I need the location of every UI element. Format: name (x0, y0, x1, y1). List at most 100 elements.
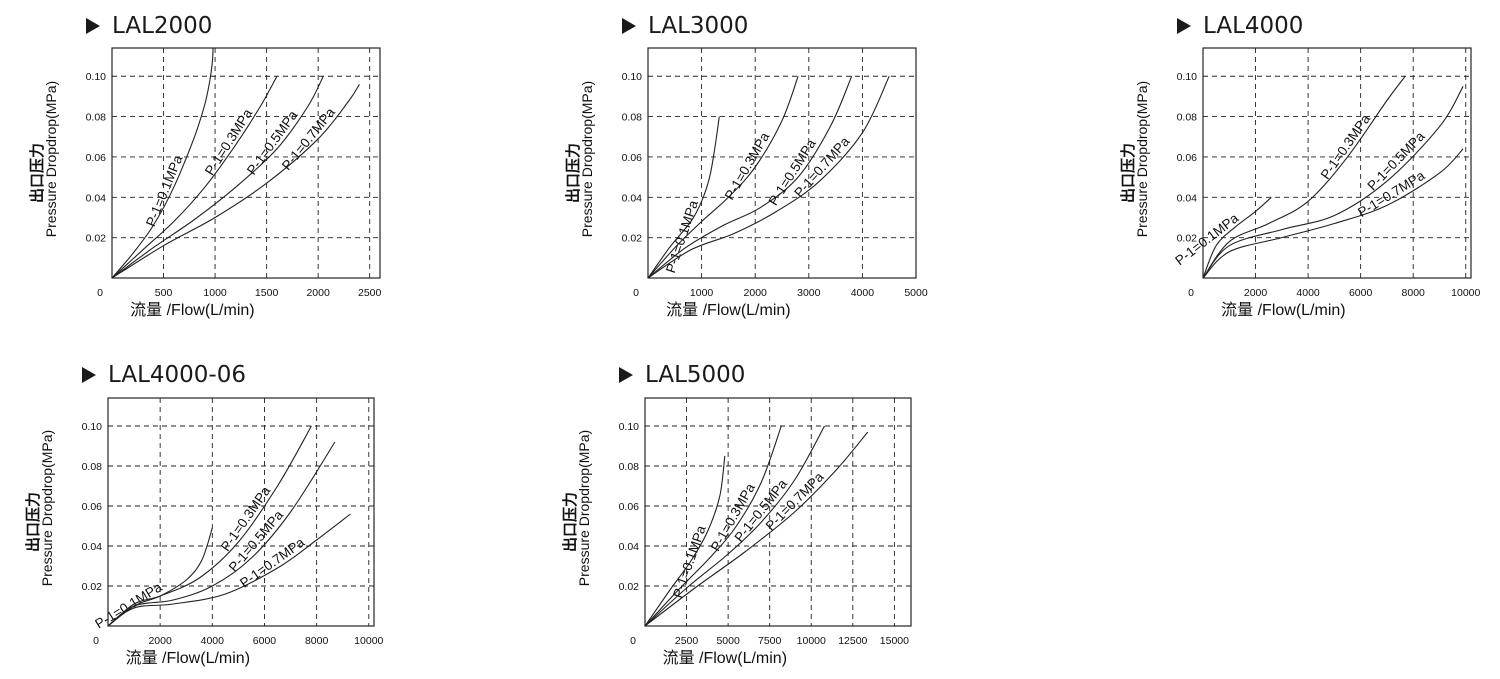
series-line (111, 75, 324, 279)
chart-title-text: LAL2000 (112, 13, 213, 39)
chart-title: LAL4000-06 (82, 362, 246, 388)
y-tick-label: 0.10 (82, 421, 103, 433)
play-triangle-icon (86, 18, 100, 34)
x-tick-label: 1000 (203, 287, 227, 299)
y-tick-label: 0.02 (1177, 233, 1198, 245)
x-tick-label: 4000 (1296, 287, 1320, 299)
x-axis-label: 流量 /Flow(L/min) (666, 301, 790, 319)
series-line (1202, 148, 1464, 279)
y-axis-label-cn: 出口压力 (1119, 143, 1137, 203)
y-tick-label: 0.06 (82, 501, 103, 513)
y-tick-label: 0.06 (622, 152, 643, 164)
x-tick-label: 2000 (148, 635, 172, 647)
y-tick-label: 0.08 (619, 461, 640, 473)
chart-title: LAL2000 (86, 13, 212, 39)
play-triangle-icon (619, 367, 633, 383)
series-line (647, 75, 890, 279)
chart-title: LAL5000 (619, 362, 745, 388)
chart-title-text: LAL3000 (648, 13, 749, 39)
x-tick-label: 2000 (744, 287, 768, 299)
origin-label: 0 (630, 635, 636, 647)
y-tick-label: 0.08 (1177, 112, 1198, 124)
chart-title-text: LAL4000 (1203, 13, 1304, 39)
series-line (647, 116, 720, 279)
y-tick-label: 0.08 (82, 461, 103, 473)
x-tick-label: 1500 (255, 287, 279, 299)
x-tick-label: 2500 (675, 635, 699, 647)
origin-label: 0 (93, 635, 99, 647)
y-axis-label-cn: 出口压力 (564, 143, 582, 203)
series-line (111, 47, 214, 279)
x-tick-label: 2000 (1244, 287, 1268, 299)
x-tick-label: 6000 (253, 635, 277, 647)
x-tick-label: 1000 (690, 287, 714, 299)
x-tick-label: 6000 (1349, 287, 1373, 299)
x-tick-label: 4000 (851, 287, 875, 299)
y-tick-label: 0.08 (622, 112, 643, 124)
x-tick-label: 2000 (306, 287, 330, 299)
play-triangle-icon (82, 367, 96, 383)
chart-title: LAL4000 (1177, 13, 1303, 39)
chart-title-text: LAL4000-06 (108, 362, 246, 388)
y-tick-label: 0.04 (1177, 192, 1198, 204)
series-line (647, 75, 853, 279)
x-axis-label: 流量 /Flow(L/min) (663, 649, 787, 667)
series-line (647, 76, 799, 279)
series-line (644, 425, 782, 627)
plot-frame (644, 397, 912, 627)
series-line (107, 513, 351, 627)
y-tick-label: 0.06 (1177, 152, 1198, 164)
series-line (644, 425, 825, 627)
plot-frame (647, 47, 917, 279)
y-tick-label: 0.04 (619, 541, 640, 553)
y-tick-label: 0.08 (86, 112, 107, 124)
x-tick-label: 500 (155, 287, 173, 299)
series-line (1202, 196, 1272, 279)
series-line (1202, 75, 1406, 279)
y-axis-label: Pressure Dropdrop(MPa) (39, 430, 55, 586)
y-tick-label: 0.02 (82, 581, 103, 593)
y-axis-label-cn: 出口压力 (561, 492, 579, 552)
y-tick-label: 0.10 (1177, 71, 1198, 83)
y-axis-label: Pressure Dropdrop(MPa) (576, 430, 592, 586)
series-line (107, 425, 312, 627)
y-axis-label-cn: 出口压力 (28, 143, 46, 203)
plot-frame (1202, 47, 1472, 279)
series-line (644, 431, 869, 627)
y-tick-label: 0.06 (86, 152, 107, 164)
y-axis-label: Pressure Dropdrop(MPa) (1134, 81, 1150, 237)
x-tick-label: 2500 (358, 287, 382, 299)
x-tick-label: 8000 (1402, 287, 1426, 299)
x-tick-label: 10000 (1451, 287, 1480, 299)
plot-frame (111, 47, 381, 279)
y-tick-label: 0.04 (622, 192, 643, 204)
series-line (644, 455, 726, 627)
series-line (111, 75, 278, 279)
x-tick-label: 3000 (797, 287, 821, 299)
origin-label: 0 (1188, 287, 1194, 299)
origin-label: 0 (97, 287, 103, 299)
y-tick-label: 0.10 (622, 71, 643, 83)
plot-frame (107, 397, 375, 627)
x-tick-label: 15000 (880, 635, 909, 647)
x-axis-label: 流量 /Flow(L/min) (1221, 301, 1345, 319)
x-tick-label: 10000 (354, 635, 383, 647)
y-tick-label: 0.02 (86, 233, 107, 245)
series-line (107, 441, 336, 627)
origin-label: 0 (633, 287, 639, 299)
x-tick-label: 4000 (201, 635, 225, 647)
y-tick-label: 0.10 (86, 71, 107, 83)
chart-title-text: LAL5000 (645, 362, 746, 388)
x-axis-label: 流量 /Flow(L/min) (130, 301, 254, 319)
x-tick-label: 7500 (758, 635, 782, 647)
y-axis-label-cn: 出口压力 (24, 492, 42, 552)
y-axis-label: Pressure Dropdrop(MPa) (579, 81, 595, 237)
y-tick-label: 0.02 (622, 233, 643, 245)
play-triangle-icon (622, 18, 636, 34)
y-tick-label: 0.06 (619, 501, 640, 513)
x-tick-label: 5000 (904, 287, 928, 299)
